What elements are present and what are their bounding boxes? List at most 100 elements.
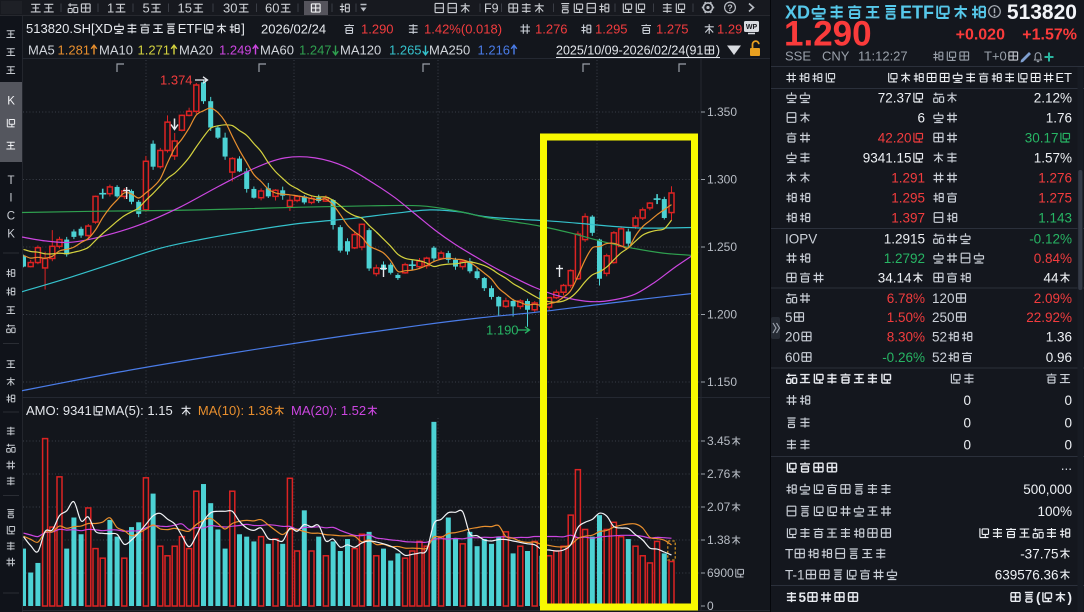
svg-text:MA(10): 1.36: MA(10): 1.36 — [198, 403, 273, 418]
svg-text:6900: 6900 — [707, 566, 734, 580]
svg-text:639576.36: 639576.36 — [995, 567, 1059, 582]
svg-text:...: ... — [1061, 458, 1072, 473]
svg-text:1.275: 1.275 — [1038, 190, 1072, 205]
svg-text:I: I — [9, 193, 12, 205]
svg-text:): ) — [716, 43, 720, 57]
svg-text:-37.75: -37.75 — [1020, 546, 1058, 561]
svg-text:CNY: CNY — [822, 49, 850, 64]
svg-text:2025/10/09-2026/02/24(91: 2025/10/09-2026/02/24(91 — [556, 43, 703, 57]
svg-text:1.2792: 1.2792 — [884, 251, 925, 266]
svg-text:2.12%: 2.12% — [1034, 90, 1072, 105]
svg-text:60: 60 — [785, 350, 800, 365]
svg-text:1: 1 — [107, 1, 114, 16]
svg-text:30: 30 — [223, 1, 237, 16]
svg-text:513820: 513820 — [1007, 1, 1077, 24]
svg-text:0.84%: 0.84% — [1034, 251, 1072, 266]
svg-text:-0.12%: -0.12% — [1029, 231, 1072, 246]
svg-text:1.276: 1.276 — [1038, 170, 1072, 185]
svg-text:100%: 100% — [1038, 504, 1073, 519]
svg-text:0: 0 — [964, 393, 972, 408]
svg-text:1.190: 1.190 — [486, 323, 519, 338]
svg-text:0: 0 — [1065, 437, 1073, 452]
svg-text:MA60: MA60 — [260, 43, 294, 58]
svg-text:K: K — [7, 96, 15, 108]
svg-text:1.216: 1.216 — [478, 43, 511, 58]
svg-text:XD: XD — [785, 2, 810, 22]
svg-text:2026/02/24: 2026/02/24 — [261, 22, 326, 37]
svg-text:C: C — [7, 211, 15, 223]
svg-text:1.397: 1.397 — [891, 210, 925, 225]
svg-text:T: T — [8, 175, 15, 187]
svg-text:250: 250 — [932, 310, 955, 325]
svg-text:T+0: T+0 — [984, 49, 1007, 64]
svg-text:120: 120 — [932, 291, 955, 306]
svg-text:2.09%: 2.09% — [1034, 291, 1072, 306]
svg-text:ET: ET — [1055, 70, 1072, 85]
svg-text:34.14: 34.14 — [878, 270, 912, 285]
svg-text:3.45: 3.45 — [707, 434, 731, 448]
svg-text:2.07: 2.07 — [707, 500, 731, 514]
svg-text:T-1: T-1 — [785, 567, 805, 582]
svg-text:MA10: MA10 — [99, 43, 133, 58]
svg-text:44: 44 — [1044, 270, 1060, 285]
svg-text:0: 0 — [1065, 415, 1073, 430]
svg-text:1.374: 1.374 — [160, 73, 193, 88]
svg-text:0: 0 — [964, 415, 972, 430]
svg-text:513820.SH[XD: 513820.SH[XD — [26, 21, 113, 36]
svg-text:1.249: 1.249 — [219, 43, 252, 58]
svg-text:1.247: 1.247 — [299, 43, 332, 58]
svg-text:1.265: 1.265 — [389, 43, 422, 58]
svg-text:1.276: 1.276 — [535, 22, 568, 37]
svg-text:-0.26%: -0.26% — [882, 350, 925, 365]
svg-text:1.290: 1.290 — [361, 22, 394, 37]
svg-text:11:12:27: 11:12:27 — [858, 49, 908, 64]
svg-text:MA120: MA120 — [340, 43, 381, 58]
svg-text:1.143: 1.143 — [1038, 210, 1072, 225]
svg-text:MA250: MA250 — [429, 43, 470, 58]
svg-text:T: T — [785, 546, 793, 561]
svg-text:1.38: 1.38 — [707, 533, 731, 547]
svg-text:1.275: 1.275 — [656, 22, 689, 37]
svg-text:SSE: SSE — [785, 49, 811, 64]
svg-text:15: 15 — [178, 1, 192, 16]
svg-text:IOPV: IOPV — [785, 231, 817, 246]
svg-text:1.271: 1.271 — [138, 43, 171, 58]
svg-text:52: 52 — [932, 329, 947, 344]
svg-text:1.295: 1.295 — [891, 190, 925, 205]
svg-text:1.42%(0.018): 1.42%(0.018) — [424, 22, 502, 37]
svg-text:6.78%: 6.78% — [887, 291, 925, 306]
svg-text:60: 60 — [265, 1, 279, 16]
svg-text:WP: WP — [746, 24, 758, 31]
svg-text:+1.57%: +1.57% — [1022, 27, 1077, 44]
svg-text:72.37: 72.37 — [878, 90, 912, 105]
svg-text:1.281: 1.281 — [58, 43, 91, 58]
svg-text:1.57%: 1.57% — [1034, 150, 1072, 165]
svg-text:MA(5): 1.15: MA(5): 1.15 — [105, 403, 173, 418]
svg-text:1.29: 1.29 — [717, 22, 742, 37]
svg-text:5: 5 — [143, 1, 150, 16]
svg-text:1.50%: 1.50% — [887, 310, 925, 325]
svg-text:0: 0 — [1065, 393, 1073, 408]
svg-text:ETF: ETF — [178, 21, 203, 36]
svg-text:500,000: 500,000 — [1023, 482, 1072, 497]
svg-text:1.150: 1.150 — [707, 375, 737, 389]
svg-text:MA20: MA20 — [179, 43, 213, 58]
svg-text:AMO: 9341: AMO: 9341 — [26, 403, 92, 418]
svg-text:0: 0 — [707, 599, 714, 612]
svg-text:0.96: 0.96 — [1046, 350, 1072, 365]
svg-text:?: ? — [727, 3, 733, 13]
svg-text:): ) — [1068, 590, 1073, 605]
svg-text:1.295: 1.295 — [595, 22, 628, 37]
svg-text:5: 5 — [785, 310, 793, 325]
svg-text:MA(20): 1.52: MA(20): 1.52 — [291, 403, 366, 418]
svg-text:6: 6 — [918, 110, 926, 125]
svg-text:1.200: 1.200 — [707, 308, 737, 322]
svg-text:0: 0 — [964, 437, 972, 452]
svg-text:52: 52 — [932, 350, 947, 365]
svg-text:1.300: 1.300 — [707, 173, 737, 187]
svg-text:8.30%: 8.30% — [887, 329, 925, 344]
svg-text:K: K — [7, 229, 15, 241]
svg-text:1.250: 1.250 — [707, 240, 737, 254]
svg-text:20: 20 — [785, 329, 800, 344]
svg-text:MA5: MA5 — [28, 43, 55, 58]
